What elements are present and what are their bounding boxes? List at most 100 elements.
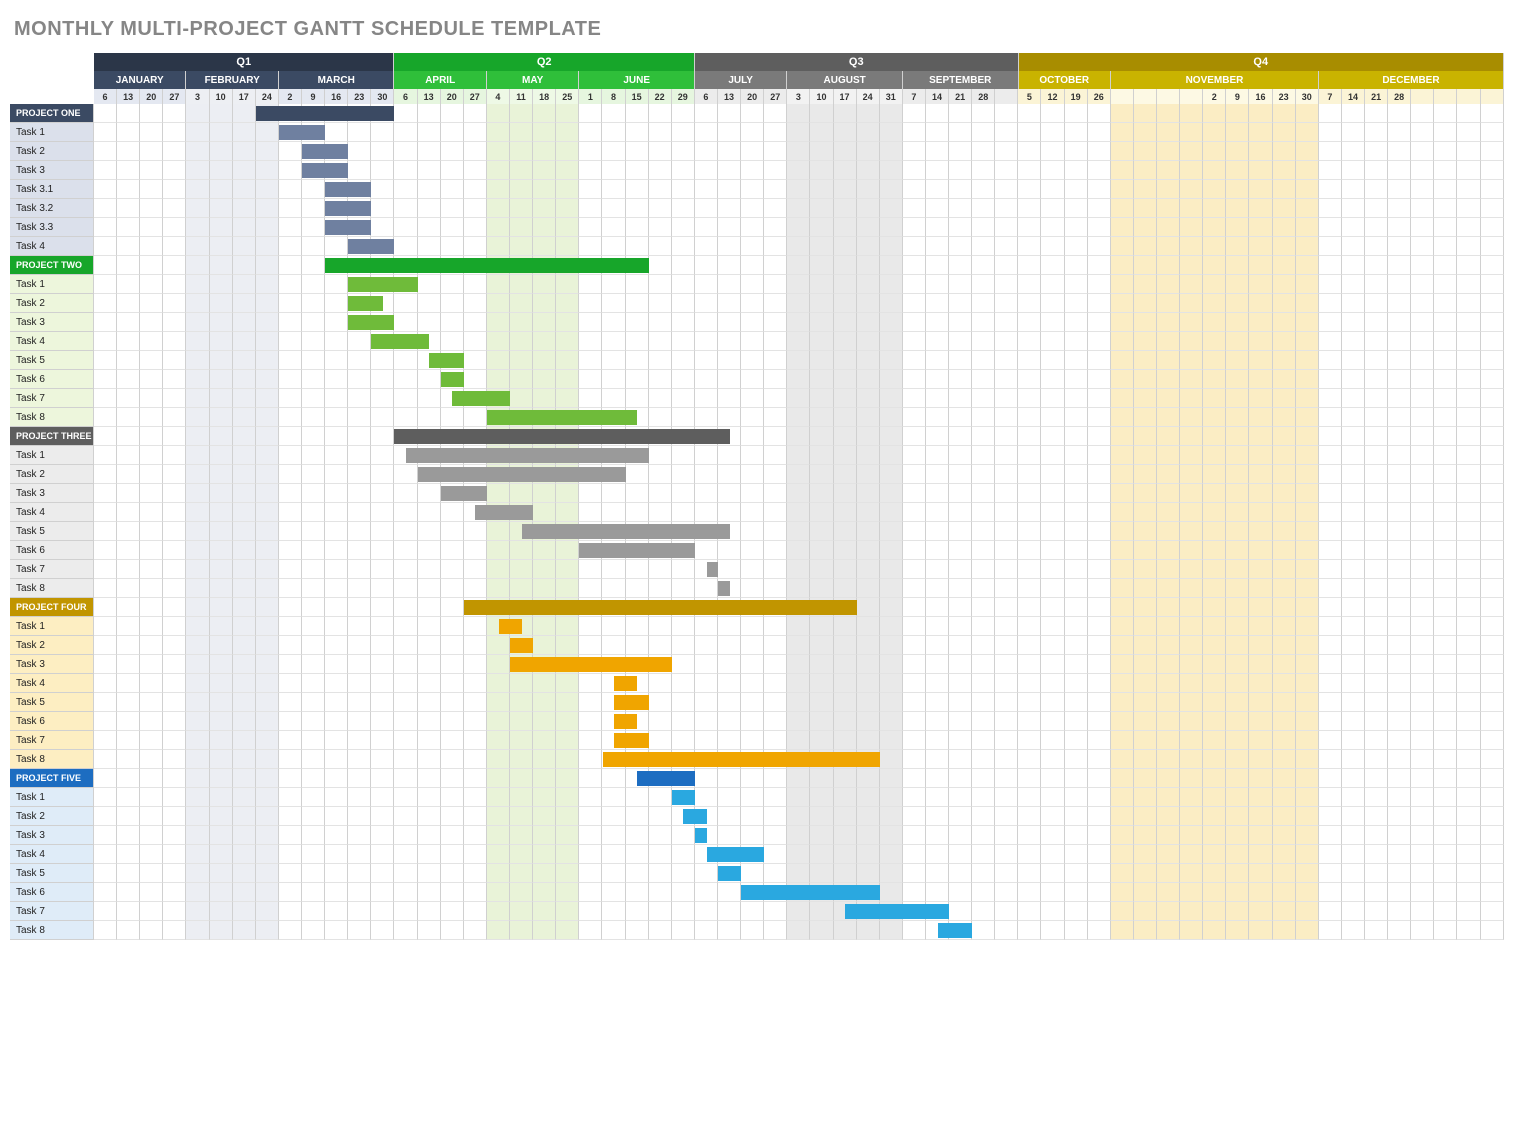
gantt-chart: Q1Q2Q3Q4JANUARYFEBRUARYMARCHAPRILMAYJUNE… xyxy=(10,53,1504,940)
task-name-cell: Task 1 xyxy=(10,123,94,142)
task-name-cell: Task 2 xyxy=(10,807,94,826)
task-bar xyxy=(707,847,765,862)
quarter-cell: Q3 xyxy=(695,53,1019,71)
task-bar xyxy=(348,239,394,254)
task-name-cell: Task 5 xyxy=(10,351,94,370)
task-row: Task 7 xyxy=(10,731,1504,750)
task-name-cell: Task 1 xyxy=(10,275,94,294)
task-bar xyxy=(452,391,510,406)
task-bar xyxy=(510,657,672,672)
week-cell: 6 xyxy=(94,89,117,104)
week-cell: 9 xyxy=(302,89,325,104)
task-row: Task 3.3 xyxy=(10,218,1504,237)
week-cell: 2 xyxy=(279,89,302,104)
task-row: Task 5 xyxy=(10,351,1504,370)
task-bar xyxy=(938,923,973,938)
task-row: Task 3.2 xyxy=(10,199,1504,218)
task-name-cell: Task 3 xyxy=(10,655,94,674)
task-name-cell: Task 8 xyxy=(10,579,94,598)
task-row: Task 4 xyxy=(10,237,1504,256)
week-cell: 18 xyxy=(533,89,556,104)
month-cell: JANUARY xyxy=(94,71,186,89)
week-cell xyxy=(995,89,1018,104)
week-cell: 21 xyxy=(1365,89,1388,104)
task-row: Task 5 xyxy=(10,864,1504,883)
week-cell: 27 xyxy=(464,89,487,104)
week-cell: 13 xyxy=(418,89,441,104)
month-cell: MAY xyxy=(487,71,579,89)
task-name-cell: Task 6 xyxy=(10,712,94,731)
task-bar xyxy=(683,809,706,824)
task-row: Task 7 xyxy=(10,560,1504,579)
task-bar xyxy=(522,524,730,539)
task-row: Task 4 xyxy=(10,845,1504,864)
task-row: Task 4 xyxy=(10,503,1504,522)
project-summary-bar xyxy=(325,258,649,273)
week-cell: 3 xyxy=(186,89,209,104)
week-cell xyxy=(1134,89,1157,104)
task-row: Task 4 xyxy=(10,674,1504,693)
week-cell: 23 xyxy=(1273,89,1296,104)
task-bar xyxy=(348,277,417,292)
task-bar xyxy=(718,866,741,881)
task-bar xyxy=(614,714,637,729)
task-row: Task 3 xyxy=(10,161,1504,180)
task-bar xyxy=(614,676,637,691)
week-cell: 17 xyxy=(834,89,857,104)
task-name-cell: Task 6 xyxy=(10,883,94,902)
task-bar xyxy=(510,638,533,653)
project-header-row: PROJECT TWO xyxy=(10,256,1504,275)
week-cell: 16 xyxy=(325,89,348,104)
task-row: Task 5 xyxy=(10,693,1504,712)
task-bar xyxy=(325,182,371,197)
task-name-cell: Task 3 xyxy=(10,484,94,503)
task-row: Task 8 xyxy=(10,408,1504,427)
task-name-cell: Task 4 xyxy=(10,332,94,351)
task-row: Task 6 xyxy=(10,370,1504,389)
task-bar xyxy=(325,220,371,235)
week-cell: 14 xyxy=(1342,89,1365,104)
week-cell: 10 xyxy=(810,89,833,104)
week-cell: 7 xyxy=(903,89,926,104)
week-cell: 19 xyxy=(1065,89,1088,104)
month-cell: AUGUST xyxy=(787,71,903,89)
week-cell: 6 xyxy=(394,89,417,104)
week-cell: 21 xyxy=(949,89,972,104)
task-name-cell: Task 4 xyxy=(10,845,94,864)
week-cell: 20 xyxy=(741,89,764,104)
task-bar xyxy=(475,505,533,520)
week-cell: 20 xyxy=(441,89,464,104)
week-cell xyxy=(1180,89,1203,104)
task-row: Task 2 xyxy=(10,294,1504,313)
task-name-cell: Task 3.3 xyxy=(10,218,94,237)
task-name-cell: Task 7 xyxy=(10,560,94,579)
task-bar xyxy=(845,904,949,919)
week-cell xyxy=(1481,89,1504,104)
task-row: Task 3 xyxy=(10,484,1504,503)
task-bar xyxy=(707,562,719,577)
month-cell: JUNE xyxy=(579,71,695,89)
week-cell: 27 xyxy=(163,89,186,104)
week-cell xyxy=(1111,89,1134,104)
task-name-cell: Task 5 xyxy=(10,522,94,541)
task-name-cell: Task 1 xyxy=(10,788,94,807)
task-name-cell: Task 7 xyxy=(10,731,94,750)
task-row: Task 1 xyxy=(10,617,1504,636)
task-name-cell: Task 2 xyxy=(10,636,94,655)
task-row: Task 3.1 xyxy=(10,180,1504,199)
task-row: Task 1 xyxy=(10,788,1504,807)
week-cell: 30 xyxy=(371,89,394,104)
page-title: MONTHLY MULTI-PROJECT GANTT SCHEDULE TEM… xyxy=(10,10,1504,53)
project-name-cell: PROJECT FOUR xyxy=(10,598,94,617)
task-row: Task 1 xyxy=(10,275,1504,294)
task-name-cell: Task 4 xyxy=(10,674,94,693)
week-cell xyxy=(1457,89,1480,104)
task-bar xyxy=(302,163,348,178)
week-cell: 28 xyxy=(972,89,995,104)
week-cell: 24 xyxy=(857,89,880,104)
task-bar xyxy=(441,486,487,501)
task-row: Task 6 xyxy=(10,541,1504,560)
task-bar xyxy=(302,144,348,159)
week-cell: 3 xyxy=(787,89,810,104)
month-cell: OCTOBER xyxy=(1019,71,1111,89)
